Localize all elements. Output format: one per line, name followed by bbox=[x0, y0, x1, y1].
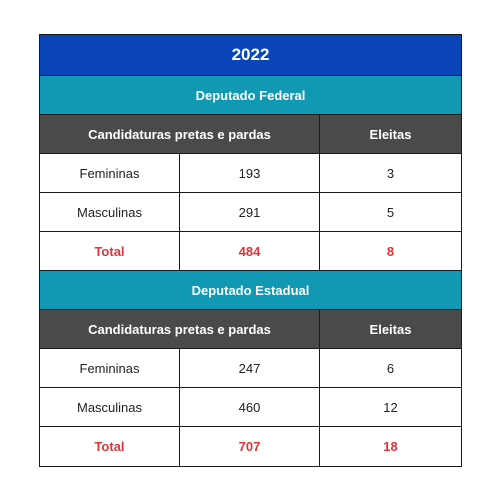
year-header: 2022 bbox=[40, 35, 461, 76]
total-eleitas: 18 bbox=[383, 439, 398, 454]
column-header-candidaturas: Candidaturas pretas e pardas bbox=[40, 310, 320, 348]
results-table: 2022 Deputado Federal Candidaturas preta… bbox=[39, 34, 462, 467]
total-row: Total 707 18 bbox=[40, 427, 461, 466]
total-label: Total bbox=[40, 427, 180, 466]
candidaturas-value: 460 bbox=[180, 388, 320, 426]
eleitas-value: 3 bbox=[386, 165, 395, 181]
total-label: Total bbox=[40, 232, 180, 270]
candidaturas-value: 193 bbox=[180, 154, 320, 192]
total-candidaturas: 484 bbox=[180, 232, 320, 270]
section-header-federal: Deputado Federal bbox=[40, 76, 461, 115]
total-row: Total 484 8 bbox=[40, 232, 461, 271]
table-row: Femininas 247 6 bbox=[40, 349, 461, 388]
column-header-candidaturas: Candidaturas pretas e pardas bbox=[40, 115, 320, 153]
row-label: Masculinas bbox=[40, 388, 180, 426]
eleitas-value: 6 bbox=[386, 360, 395, 376]
column-header-row: Candidaturas pretas e pardas Eleitas bbox=[40, 310, 461, 349]
year-label: 2022 bbox=[231, 45, 270, 64]
section-header-estadual: Deputado Estadual bbox=[40, 271, 461, 310]
table-row: Masculinas 291 5 bbox=[40, 193, 461, 232]
eleitas-value: 5 bbox=[386, 204, 395, 220]
column-header-eleitas: Eleitas bbox=[369, 321, 412, 337]
total-eleitas: 8 bbox=[386, 243, 395, 259]
row-label: Femininas bbox=[40, 154, 180, 192]
candidaturas-value: 291 bbox=[180, 193, 320, 231]
section-title: Deputado Federal bbox=[195, 87, 306, 103]
column-header-eleitas: Eleitas bbox=[369, 126, 412, 142]
eleitas-value: 12 bbox=[383, 399, 398, 415]
table-row: Masculinas 460 12 bbox=[40, 388, 461, 427]
row-label: Masculinas bbox=[40, 193, 180, 231]
candidaturas-value: 247 bbox=[180, 349, 320, 387]
table-row: Femininas 193 3 bbox=[40, 154, 461, 193]
column-header-row: Candidaturas pretas e pardas Eleitas bbox=[40, 115, 461, 154]
section-title: Deputado Estadual bbox=[191, 282, 310, 298]
total-candidaturas: 707 bbox=[180, 427, 320, 466]
row-label: Femininas bbox=[40, 349, 180, 387]
